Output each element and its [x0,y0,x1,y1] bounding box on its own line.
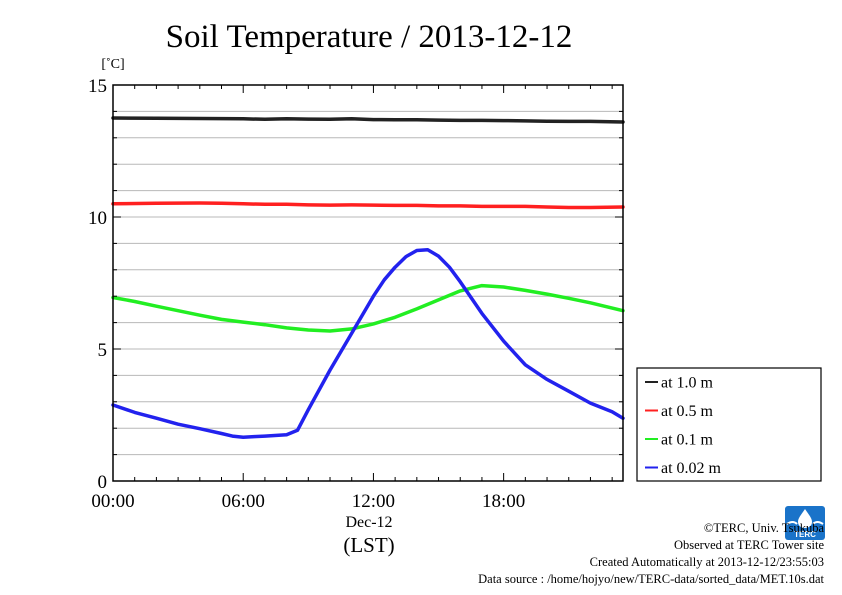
legend-label: at 0.02 m [661,460,722,477]
wave-left-icon [786,521,798,525]
y-tick-label: 15 [88,76,107,97]
x-tick-label: 00:00 [91,491,134,512]
chart-title: Soil Temperature / 2013-12-12 [166,19,573,55]
legend-label: at 1.0 m [661,375,714,392]
series-line-at-1-0-m [111,116,625,124]
x-tick-label: 12:00 [352,491,395,512]
y-axis-unit-label: [˚C] [101,57,124,72]
x-tick-label: 06:00 [222,491,265,512]
legend-box [636,367,822,482]
legend-label: at 0.5 m [661,403,714,420]
grid-lines [113,110,623,456]
y-tick-label: 5 [98,340,108,361]
x-axis-label: (LST) [343,533,394,557]
data-source-text: Data source : /home/hojyo/new/TERC-data/… [478,572,824,586]
series-line-at-0-1-m [111,283,625,333]
series-lines [111,116,625,439]
axis-ticks [112,84,623,482]
plot-frame [112,84,624,482]
legend-label: at 0.1 m [661,432,714,449]
legend: at 1.0 m at 0.5 m at 0.1 m at 0.02 m [636,367,822,482]
logo-text: TERC [794,530,816,539]
water-drop-icon [798,509,812,528]
axis-tick-labels: 0 5 10 15 00:00 06:00 12:00 18:00 [88,76,525,512]
series-line-at-0-5-m [111,201,625,210]
created-text: Created Automatically at 2013-12-12/23:5… [589,555,824,569]
terc-logo: TERC [785,506,825,540]
x-axis-date-label: Dec-12 [345,514,392,531]
observed-text: Observed at TERC Tower site [673,538,824,552]
wave-right-icon [812,521,824,525]
x-tick-label: 18:00 [482,491,525,512]
y-tick-label: 10 [88,208,107,229]
series-line-at-0-02-m [111,247,625,439]
copyright-text: ©TERC, Univ. Tsukuba [703,521,824,535]
y-tick-label: 0 [98,472,108,493]
